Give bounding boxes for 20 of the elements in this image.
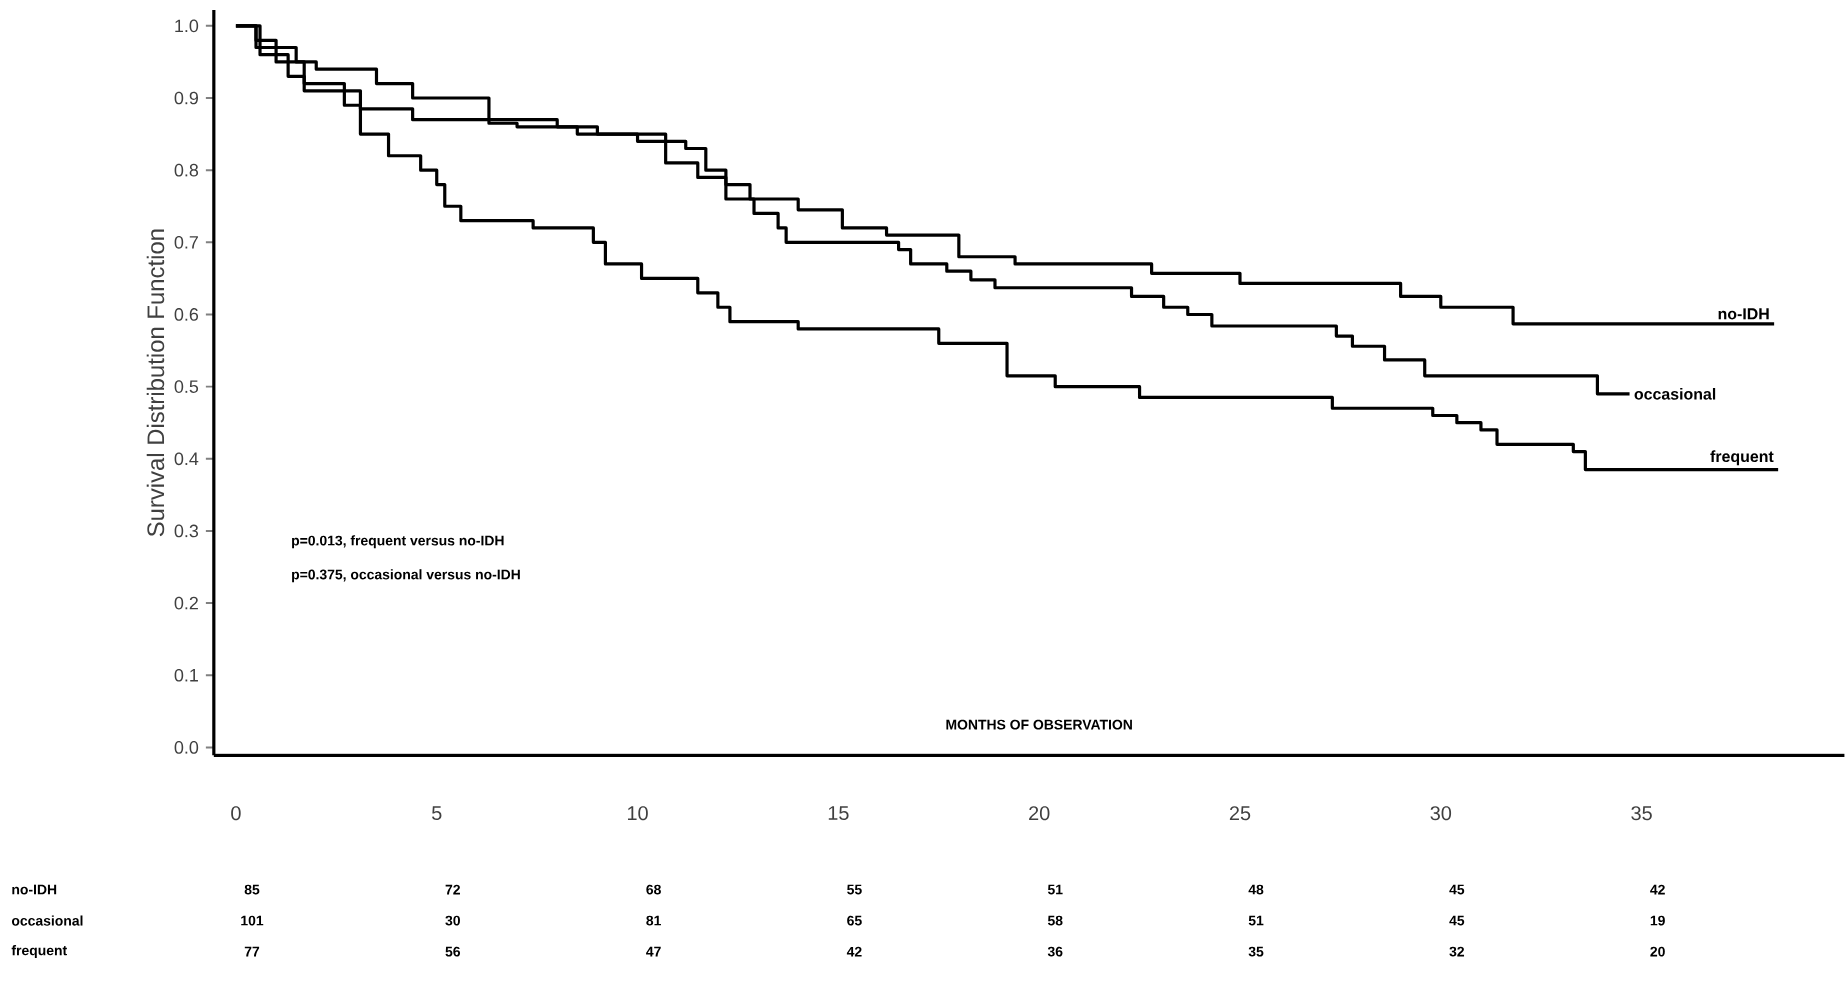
y-axis-title: Survival Distribution Function bbox=[146, 230, 165, 537]
x-tick-label: 25 bbox=[1229, 806, 1251, 821]
x-tick-label: 10 bbox=[628, 806, 648, 821]
y-tick-label: 0.5 bbox=[174, 380, 199, 394]
x-tick-label: 5 bbox=[432, 806, 442, 821]
y-tick-label: 0.8 bbox=[174, 164, 199, 177]
y-tick-label: 0.0 bbox=[174, 741, 199, 755]
y-tick-label: 0.9 bbox=[174, 92, 198, 105]
x-tick-label: 30 bbox=[1430, 806, 1452, 821]
y-tick-label: 0.2 bbox=[174, 597, 198, 610]
x-tick-label: 35 bbox=[1631, 806, 1652, 821]
y-tick-label: 0.6 bbox=[174, 308, 199, 322]
y-tick-label: 0.7 bbox=[174, 236, 198, 250]
y-tick-label: 1.0 bbox=[175, 19, 199, 33]
y-tick-label: 0.3 bbox=[174, 525, 199, 538]
y-tick-label: 0.1 bbox=[174, 669, 198, 683]
y-tick-label: 0.4 bbox=[174, 452, 199, 466]
x-tick-label: 20 bbox=[1029, 806, 1050, 821]
x-tick-label: 15 bbox=[828, 806, 849, 821]
x-tick-label: 0 bbox=[231, 806, 241, 821]
